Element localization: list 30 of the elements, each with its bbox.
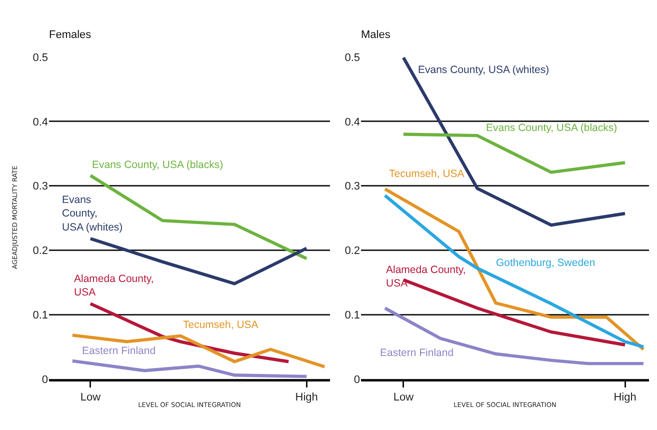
x-tick-label: High — [614, 392, 636, 404]
y-tick-label: 0.1 — [32, 309, 48, 322]
y-tick-label: 0.4 — [32, 116, 48, 128]
chart-title: Males — [361, 28, 391, 41]
y-tick-label: 0.5 — [344, 52, 360, 64]
y-tick-label: 0.3 — [344, 180, 360, 193]
line-series — [70, 359, 308, 378]
y-tick-label: 0 — [42, 374, 48, 386]
y-tick-label: 0.5 — [32, 52, 48, 64]
series-label: Eastern Finland — [380, 347, 454, 359]
series-label: Evans County, USA (blacks) — [486, 122, 618, 134]
x-tick-label: Low — [80, 392, 101, 404]
series-label: Eastern Finland — [82, 345, 156, 357]
y-tick-label: 0.3 — [32, 180, 48, 193]
line-series — [70, 334, 326, 368]
series-label: Tecumseh, USA — [183, 319, 258, 331]
chart-title: Females — [49, 28, 92, 41]
y-tick-label: 0.2 — [32, 245, 48, 258]
series-label: Gothenburg, Sweden — [496, 257, 596, 269]
x-tick-label: Low — [393, 392, 414, 404]
y-tick-label: 0 — [354, 374, 360, 386]
y-tick-label: 0.4 — [344, 116, 360, 128]
x-tick-label: High — [295, 392, 318, 404]
series-label: Alameda County, USA — [74, 273, 154, 299]
series-label: Tecumseh, USA — [389, 168, 464, 180]
series-label: Evans County, USA (blacks) — [92, 159, 224, 171]
series-label: Evans County, USA (whites) — [62, 194, 123, 234]
y-tick-label: 0.2 — [344, 245, 360, 258]
y-tick-label: 0.1 — [344, 309, 360, 322]
series-label: Evans County, USA (whites) — [418, 64, 550, 76]
